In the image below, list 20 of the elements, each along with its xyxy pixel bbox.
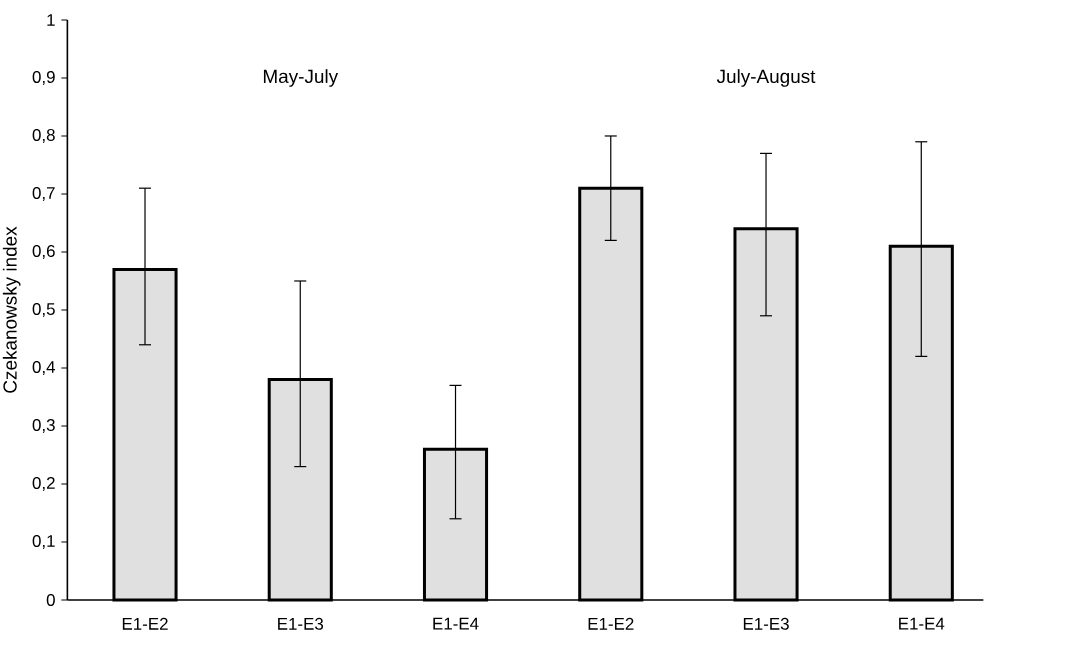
y-tick-label: 0,1 (32, 534, 55, 549)
y-tick-label: 0,3 (32, 418, 55, 433)
annotation: May-July (263, 69, 339, 87)
y-tick-label: 0,5 (32, 302, 55, 317)
y-tick-label: 0,2 (32, 476, 55, 491)
y-tick-label: 0,6 (32, 244, 55, 259)
x-tick-label: E1-E4 (899, 617, 945, 630)
y-tick-label: 0,7 (32, 186, 55, 201)
x-tick-label: E1-E4 (433, 617, 479, 630)
annotation: July-August (716, 69, 816, 87)
y-tick-label: 0,8 (32, 128, 55, 143)
y-tick-label: 0,4 (32, 360, 56, 375)
y-tick-label: 0 (46, 593, 55, 606)
x-tick-label: E1-E2 (122, 617, 168, 630)
y-tick-label: 0,9 (32, 70, 55, 85)
x-tick-label: E1-E3 (278, 617, 324, 630)
x-tick-label: E1-E2 (588, 617, 634, 630)
y-tick-label: 1 (47, 14, 55, 26)
y-axis-title: Czekanowsky index (2, 226, 21, 393)
x-tick-label: E1-E3 (743, 617, 789, 630)
